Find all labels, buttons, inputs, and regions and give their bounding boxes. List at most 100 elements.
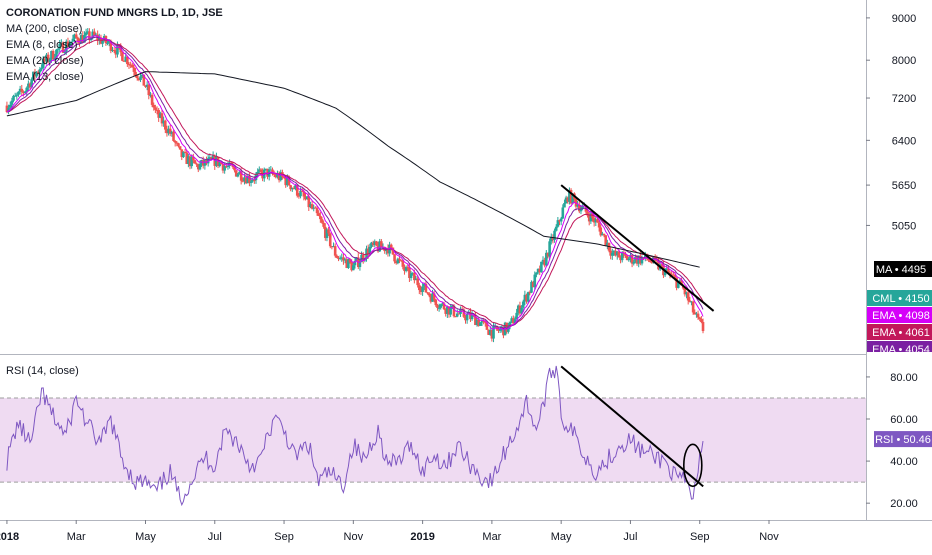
- candle-down: [315, 208, 319, 214]
- candle-up: [79, 35, 83, 44]
- candle-up: [561, 207, 565, 219]
- candle-up: [533, 274, 537, 288]
- candle-down: [419, 290, 423, 292]
- candle-up: [17, 91, 20, 95]
- candle-up: [576, 205, 579, 207]
- candle-up: [305, 196, 309, 200]
- candle-down: [648, 260, 652, 263]
- candle-up: [116, 45, 119, 55]
- candle-up: [513, 319, 517, 324]
- candle-up: [40, 68, 43, 70]
- candle-down: [457, 313, 461, 315]
- candle-down: [239, 171, 243, 181]
- candle-up: [101, 40, 104, 44]
- candle-down: [175, 142, 179, 144]
- candle-down: [154, 107, 157, 110]
- candle-up: [69, 41, 73, 45]
- candle-up: [571, 193, 575, 204]
- candle-down: [132, 67, 136, 72]
- candle-down: [538, 268, 542, 273]
- candle-up: [640, 257, 644, 264]
- candle-up: [73, 34, 76, 39]
- candle-down: [604, 235, 608, 246]
- candle-down: [635, 256, 639, 264]
- candle-down: [670, 274, 673, 276]
- candle-up: [170, 131, 174, 134]
- candle-down: [173, 140, 177, 143]
- candle-down: [130, 64, 134, 68]
- candle-up: [251, 179, 255, 182]
- candle-down: [244, 177, 248, 184]
- candle-down: [406, 267, 410, 269]
- candle-down: [399, 260, 403, 262]
- candle-up: [665, 268, 669, 270]
- candle-up: [71, 38, 75, 42]
- candle-down: [314, 207, 317, 209]
- candle-up: [55, 49, 58, 59]
- candle-down: [22, 91, 25, 93]
- candle-down: [596, 219, 599, 223]
- candle-up: [373, 241, 377, 245]
- candle-down: [686, 292, 690, 301]
- price-tick-label: 7200: [892, 93, 916, 105]
- candle-up: [325, 229, 329, 238]
- candle-up: [516, 305, 520, 313]
- candle-down: [566, 197, 570, 202]
- candle-up: [370, 242, 373, 247]
- candle-down: [432, 293, 436, 300]
- candle-down: [391, 247, 395, 255]
- candle-up: [106, 42, 109, 44]
- candle-up: [404, 267, 408, 271]
- candle-up: [91, 31, 95, 38]
- candle-up: [685, 292, 688, 295]
- candle-up: [159, 113, 162, 118]
- candles: [5, 28, 705, 343]
- price-tick-label: 5050: [892, 220, 916, 232]
- candle-up: [455, 313, 459, 317]
- candle-up: [678, 280, 682, 283]
- indicator-ema13-label[interactable]: EMA (13, close): [6, 71, 84, 83]
- candle-up: [30, 79, 33, 88]
- candle-up: [32, 71, 35, 80]
- ema8-line: [6, 35, 704, 331]
- candle-down: [698, 317, 702, 320]
- symbol-title[interactable]: CORONATION FUND MNGRS LD, 1D, JSE: [6, 7, 223, 19]
- candle-down: [642, 257, 645, 259]
- candle-down: [150, 94, 154, 105]
- candle-down: [221, 164, 225, 171]
- candle-up: [355, 257, 358, 261]
- rsi-value-tag: [874, 431, 932, 448]
- candle-down: [477, 320, 480, 326]
- candle-up: [56, 48, 60, 50]
- candle-up: [541, 259, 545, 262]
- candle-down: [485, 322, 489, 330]
- candle-down: [531, 281, 535, 288]
- indicator-ma200-label[interactable]: MA (200, close): [6, 23, 83, 35]
- candle-up: [27, 83, 30, 88]
- candle-down: [155, 109, 159, 111]
- candle-down: [599, 227, 603, 236]
- indicator-ema20-label[interactable]: EMA (20, close): [6, 55, 84, 67]
- candle-down: [614, 250, 617, 256]
- candle-up: [7, 107, 10, 112]
- ema20-line: [6, 39, 704, 327]
- candle-up: [13, 95, 17, 97]
- candle-up: [378, 241, 382, 252]
- candle-up: [465, 314, 469, 321]
- candle-up: [299, 190, 302, 197]
- candle-down: [452, 305, 456, 317]
- candle-down: [302, 191, 306, 197]
- value-tag-label: EMA • 4061: [872, 327, 930, 339]
- time-tick-label: Jul: [208, 531, 222, 543]
- time-tick-label: May: [551, 531, 572, 543]
- candle-down: [328, 233, 332, 247]
- indicator-ema8-label[interactable]: EMA (8, close): [6, 39, 78, 51]
- candle-down: [43, 58, 47, 62]
- candle-down: [647, 258, 650, 261]
- rsi-indicator-label[interactable]: RSI (14, close): [6, 365, 79, 377]
- rsi-value-label: RSI • 50.46: [875, 434, 931, 446]
- candle-down: [495, 325, 499, 330]
- candle-down: [424, 283, 428, 293]
- candle-up: [10, 100, 14, 105]
- candle-up: [589, 213, 593, 222]
